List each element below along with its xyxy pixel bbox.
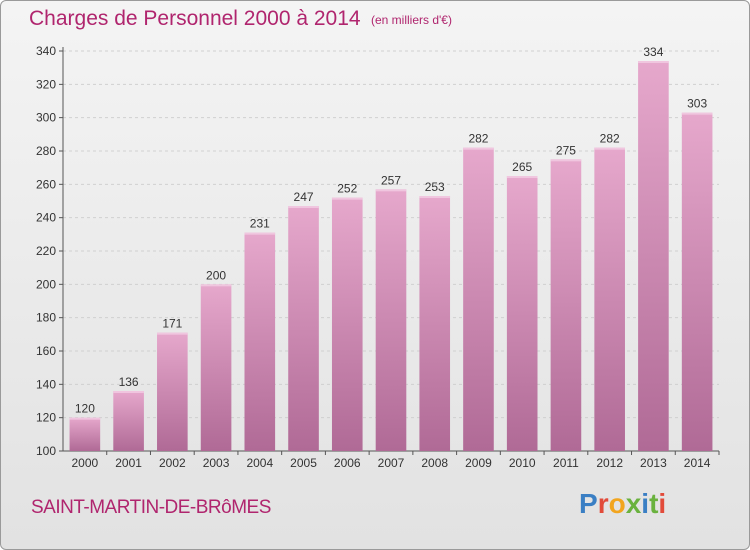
data-label: 334 [643, 45, 663, 59]
y-tick-label: 120 [36, 411, 56, 425]
bar-2010 [506, 176, 538, 451]
data-label: 252 [337, 182, 357, 196]
bar-highlight [419, 196, 451, 198]
bar-highlight [331, 197, 363, 200]
y-tick-label: 220 [36, 244, 56, 258]
bar-2002 [157, 332, 188, 451]
bar-2005 [288, 206, 319, 451]
bar-highlight [200, 284, 232, 287]
x-tick-label: 2000 [72, 456, 99, 470]
bar-2006 [331, 197, 363, 451]
y-tick-label: 240 [36, 211, 56, 225]
bar-2013 [638, 61, 669, 451]
y-tick-label: 260 [36, 177, 56, 191]
bar-2001 [113, 391, 144, 451]
y-tick-label: 340 [36, 44, 56, 58]
data-label: 257 [381, 173, 401, 187]
bar-highlight [594, 147, 625, 150]
bar-2003 [200, 284, 232, 451]
chart-subtitle: (en milliers d'€) [371, 13, 452, 27]
bar-highlight [69, 417, 101, 420]
proxiti-logo[interactable]: Proxiti [579, 488, 666, 520]
data-label: 253 [425, 180, 445, 194]
y-tick-label: 180 [36, 311, 56, 325]
bar-2011 [550, 159, 582, 452]
y-tick-label: 200 [36, 277, 56, 291]
data-label: 136 [119, 375, 139, 389]
logo-letter: t [649, 488, 659, 519]
y-tick-label: 100 [36, 444, 56, 458]
x-tick-label: 2010 [509, 456, 536, 470]
logo-letter: P [579, 488, 598, 519]
data-label: 265 [512, 160, 532, 174]
x-tick-label: 2005 [290, 456, 317, 470]
data-label: 275 [556, 143, 576, 157]
bar-2004 [244, 232, 276, 451]
logo-letter: x [625, 488, 642, 519]
y-tick-label: 320 [36, 77, 56, 91]
data-label: 171 [162, 317, 182, 331]
bar-2000 [69, 417, 101, 451]
x-tick-label: 2004 [246, 456, 273, 470]
bar-2012 [594, 147, 625, 451]
y-tick-label: 280 [36, 144, 56, 158]
bar-highlight [113, 391, 144, 393]
bar-2009 [463, 147, 494, 451]
data-label: 282 [600, 132, 620, 146]
logo-letter: r [597, 488, 609, 519]
x-tick-label: 2001 [115, 456, 142, 470]
axes: 100 120 140 160 180 200 220 240 260 280 300 320 340 2… [36, 44, 720, 470]
x-tick-label: 2003 [203, 456, 230, 470]
bar-highlight [463, 147, 494, 150]
x-tick-label: 2012 [596, 456, 623, 470]
bar-highlight [506, 176, 538, 178]
logo-letter: i [641, 488, 650, 519]
x-tick-label: 2014 [684, 456, 711, 470]
chart-title: Charges de Personnel 2000 à 2014 [29, 7, 361, 30]
data-label: 247 [294, 190, 314, 204]
x-tick-label: 2011 [553, 456, 579, 470]
y-tick-label: 300 [36, 111, 56, 125]
bar-highlight [550, 159, 582, 162]
bar-highlight [681, 112, 713, 115]
y-tick-label: 160 [36, 344, 56, 358]
bar-highlight [375, 189, 407, 192]
labels: 120 136 171 200 231 247 252 257 253 282 265 275 282 3… [75, 45, 708, 416]
bar-2014 [681, 112, 713, 452]
data-label: 200 [206, 268, 226, 282]
logo-letter: o [608, 488, 626, 519]
commune-name: SAINT-MARTIN-DE-BRôMES [31, 497, 271, 518]
x-tick-label: 2002 [159, 456, 186, 470]
x-tick-label: 2013 [640, 456, 667, 470]
x-tick-label: 2008 [421, 456, 448, 470]
bars [69, 61, 713, 452]
y-tick-label: 140 [36, 377, 56, 391]
bar-highlight [157, 332, 188, 335]
bar-highlight [638, 61, 669, 63]
logo-letter: i [658, 488, 667, 519]
x-tick-label: 2006 [334, 456, 361, 470]
data-label: 303 [687, 97, 707, 111]
data-label: 120 [75, 402, 95, 416]
bar-highlight [244, 232, 276, 235]
x-tick-label: 2009 [465, 456, 492, 470]
bar-2007 [375, 189, 407, 452]
data-label: 231 [250, 217, 270, 231]
bar-highlight [288, 206, 319, 208]
x-tick-label: 2007 [378, 456, 405, 470]
bar-2008 [419, 196, 451, 451]
data-label: 282 [468, 132, 488, 146]
